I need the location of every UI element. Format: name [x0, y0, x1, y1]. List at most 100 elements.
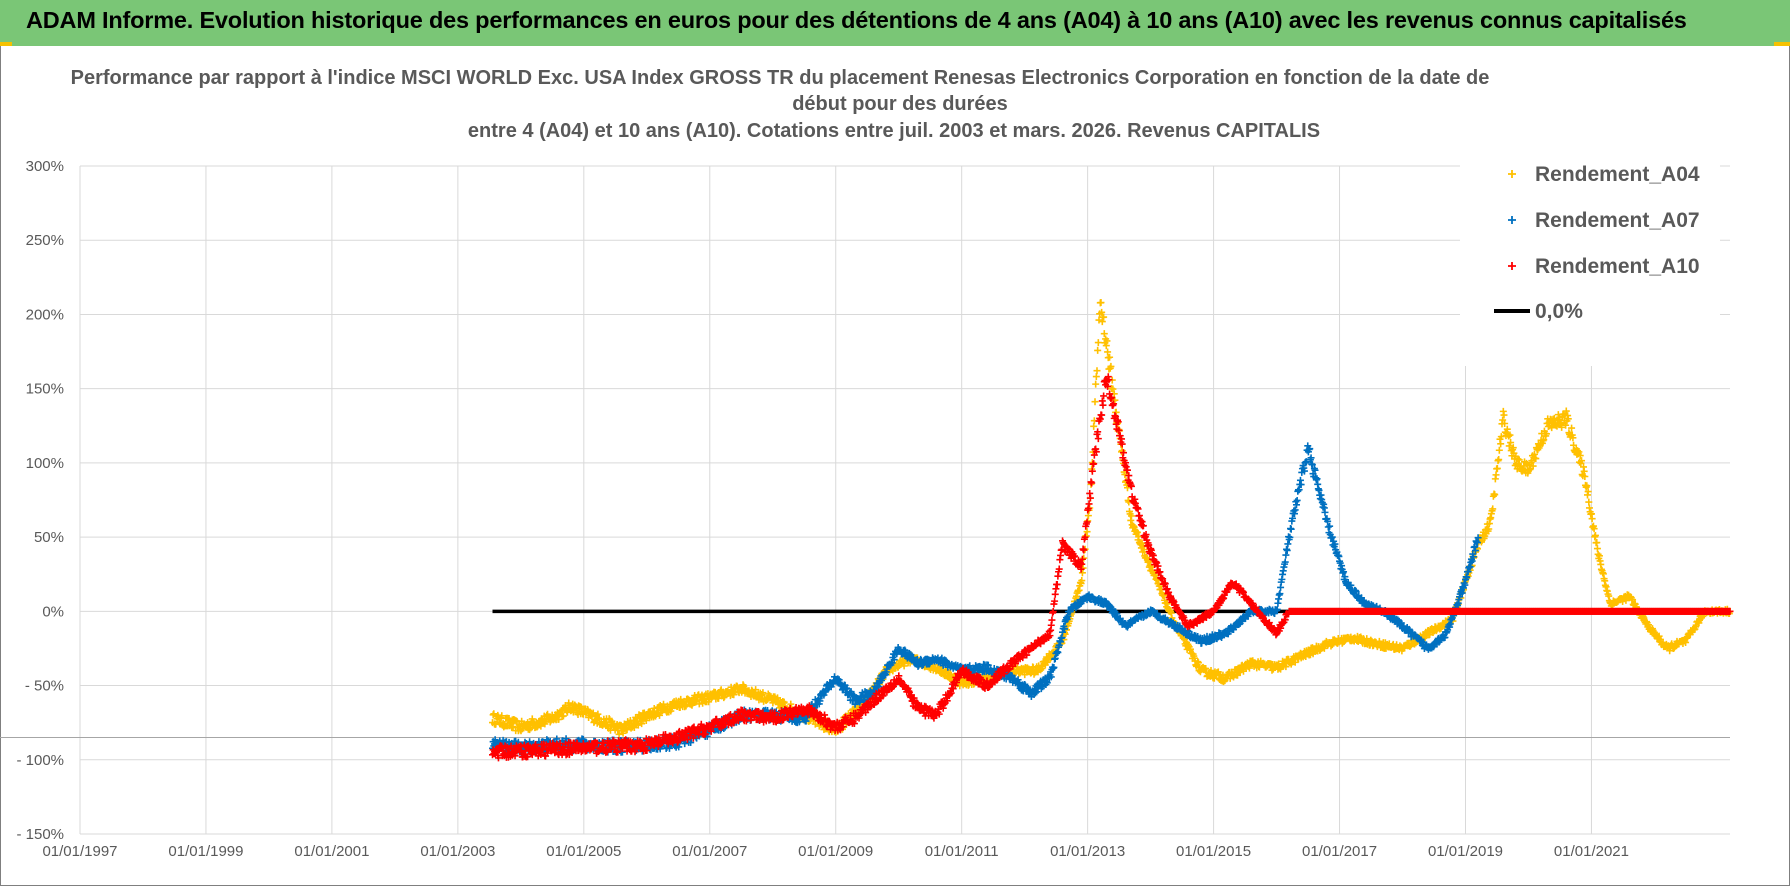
data-point	[1540, 436, 1548, 444]
data-point	[1558, 423, 1566, 431]
data-point	[1493, 464, 1501, 472]
x-tick-label: 01/01/2011	[925, 843, 999, 860]
data-point	[1283, 546, 1291, 554]
data-point	[1091, 398, 1099, 406]
data-point	[1100, 313, 1108, 321]
data-point	[528, 715, 536, 723]
x-tick-label: 01/01/2015	[1176, 843, 1251, 860]
x-tick-label: 01/01/2013	[1050, 843, 1125, 860]
data-point	[1100, 330, 1108, 338]
data-point	[1506, 431, 1514, 439]
data-point	[759, 689, 767, 697]
data-point	[1507, 439, 1515, 447]
data-point	[1053, 580, 1061, 588]
y-tick-label: 250%	[26, 232, 64, 249]
data-point	[1098, 308, 1106, 316]
y-tick-label: - 150%	[16, 826, 64, 843]
data-point	[1532, 455, 1540, 463]
x-tick-label: 01/01/2005	[546, 843, 621, 860]
data-point	[1515, 456, 1523, 464]
data-point	[1245, 664, 1253, 672]
data-point	[1133, 528, 1141, 536]
data-point	[1501, 420, 1509, 428]
y-tick-label: 150%	[26, 381, 64, 398]
data-point	[1097, 299, 1105, 307]
data-point	[1293, 496, 1301, 504]
data-point	[1094, 346, 1102, 354]
banner-accent-right	[1774, 42, 1790, 46]
data-point	[1542, 430, 1550, 438]
data-point	[1094, 339, 1102, 347]
data-point	[1495, 446, 1503, 454]
x-tick-label: 01/01/1997	[42, 843, 117, 860]
y-tick-label: 0%	[42, 603, 64, 620]
data-point	[1106, 353, 1114, 361]
data-point	[1088, 479, 1096, 487]
data-point	[1049, 608, 1057, 616]
data-point	[650, 704, 658, 712]
report-banner: ADAM Informe. Evolution historique des p…	[0, 0, 1790, 46]
data-point	[498, 712, 506, 720]
y-axis-ticks: 300%250%200%150%100%50%0%- 50%- 100%- 15…	[16, 158, 64, 843]
y-tick-label: 50%	[34, 529, 64, 546]
data-point	[1121, 470, 1129, 478]
data-point	[1505, 432, 1513, 440]
data-point	[1107, 362, 1115, 370]
data-point	[1140, 546, 1148, 554]
x-tick-label: 01/01/2019	[1428, 843, 1503, 860]
data-point	[1497, 433, 1505, 441]
data-point	[565, 699, 573, 707]
data-point	[1284, 540, 1292, 548]
data-point	[1138, 539, 1146, 547]
banner-accent-left	[0, 42, 12, 46]
data-point	[559, 712, 567, 720]
series-rendement_a07	[489, 442, 1482, 757]
y-tick-label: 100%	[26, 455, 64, 472]
y-tick-label: 200%	[26, 306, 64, 323]
data-point	[1048, 616, 1056, 624]
y-tick-label: 300%	[26, 158, 64, 175]
data-point	[1194, 659, 1202, 667]
data-point	[1080, 554, 1088, 562]
data-point	[623, 726, 631, 734]
data-point	[1497, 440, 1505, 448]
data-point	[1078, 577, 1086, 585]
x-tick-label: 01/01/2003	[420, 843, 495, 860]
data-point	[1489, 505, 1497, 513]
data-point	[1588, 515, 1596, 523]
data-point	[1591, 531, 1599, 539]
data-point	[1135, 532, 1143, 540]
x-tick-label: 01/01/2017	[1302, 843, 1377, 860]
data-point	[1092, 380, 1100, 388]
data-point	[509, 723, 517, 731]
data-point	[1291, 658, 1299, 666]
data-point	[1529, 462, 1537, 470]
data-point	[505, 715, 513, 723]
data-point	[1505, 442, 1513, 450]
data-point	[1083, 528, 1091, 536]
data-point	[1109, 385, 1117, 393]
y-tick-label: - 50%	[25, 678, 64, 695]
data-point	[1491, 491, 1499, 499]
x-tick-label: 01/01/1999	[168, 843, 243, 860]
data-point	[1276, 590, 1284, 598]
data-point	[1093, 367, 1101, 375]
data-point	[1492, 471, 1500, 479]
performance-chart: 300%250%200%150%100%50%0%- 50%- 100%- 15…	[0, 58, 1734, 860]
x-axis-ticks: 01/01/1997 01/01/1999 01/01/2001 01/01/2003…	[42, 843, 1629, 860]
data-point	[1099, 401, 1107, 409]
data-point	[1495, 456, 1503, 464]
x-tick-label: 01/01/2007	[672, 843, 747, 860]
x-tick-label: 01/01/2001	[294, 843, 369, 860]
data-point	[1127, 512, 1135, 520]
data-point	[508, 724, 516, 732]
data-point	[1100, 392, 1108, 400]
chart-series	[489, 299, 1734, 762]
x-tick-label: 01/01/2009	[798, 843, 873, 860]
data-point	[1583, 482, 1591, 490]
data-point	[682, 702, 690, 710]
data-point	[1094, 435, 1102, 443]
data-point	[1103, 337, 1111, 345]
data-point	[1282, 663, 1290, 671]
data-point	[1500, 411, 1508, 419]
